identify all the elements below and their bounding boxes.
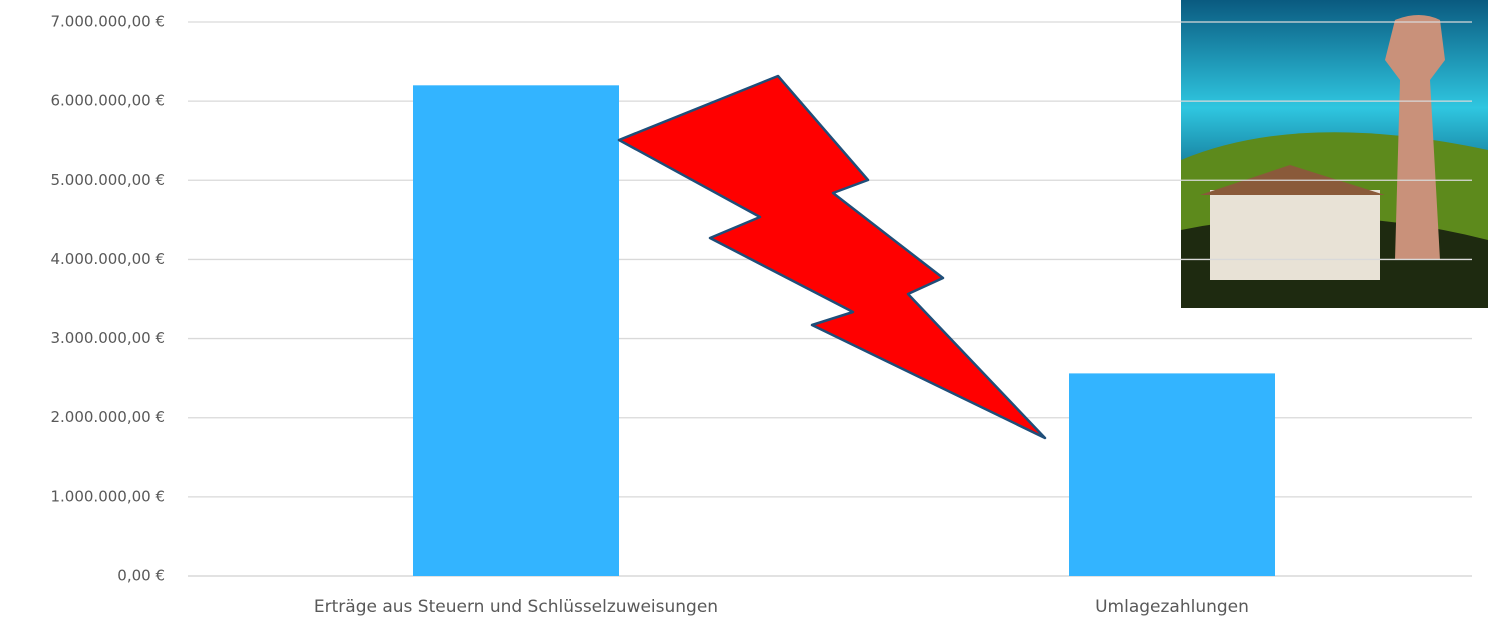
x-tick-label: Erträge aus Steuern und Schlüsselzuweisu… [314, 597, 718, 617]
y-tick-label: 0,00 € [117, 567, 165, 585]
y-tick-label: 5.000.000,00 € [50, 171, 165, 189]
bar [1069, 373, 1275, 576]
y-tick-label: 7.000.000,00 € [50, 13, 165, 31]
lightning-bolt [617, 74, 1047, 440]
y-tick-label: 4.000.000,00 € [50, 250, 165, 268]
photo [1181, 0, 1488, 308]
y-tick-label: 2.000.000,00 € [50, 408, 165, 426]
y-tick-label: 6.000.000,00 € [50, 92, 165, 110]
x-tick-label: Umlagezahlungen [1095, 597, 1249, 617]
y-tick-label: 1.000.000,00 € [50, 487, 165, 505]
y-tick-label: 3.000.000,00 € [50, 329, 165, 347]
bar [413, 85, 619, 577]
